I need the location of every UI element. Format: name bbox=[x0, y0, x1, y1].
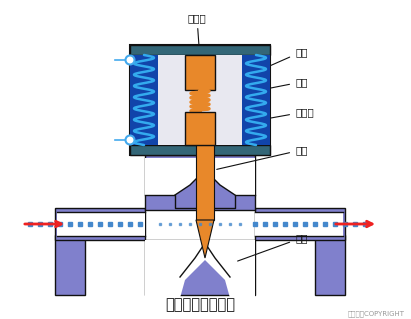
Polygon shape bbox=[130, 55, 158, 145]
Polygon shape bbox=[145, 240, 255, 298]
Polygon shape bbox=[242, 55, 270, 145]
Text: 直接控制式电磁阀: 直接控制式电磁阀 bbox=[165, 298, 235, 313]
Polygon shape bbox=[145, 155, 255, 210]
Text: 定铁心: 定铁心 bbox=[188, 13, 206, 57]
Polygon shape bbox=[130, 145, 270, 155]
Polygon shape bbox=[255, 208, 345, 240]
Polygon shape bbox=[145, 240, 255, 295]
Polygon shape bbox=[130, 45, 270, 155]
Polygon shape bbox=[196, 220, 214, 258]
Text: 东方仿真COPYRIGHT: 东方仿真COPYRIGHT bbox=[348, 311, 405, 317]
Text: 阀芯: 阀芯 bbox=[217, 145, 307, 169]
Text: 阀座: 阀座 bbox=[238, 233, 307, 261]
Polygon shape bbox=[196, 145, 214, 220]
Polygon shape bbox=[158, 55, 242, 145]
Polygon shape bbox=[185, 55, 215, 90]
Text: 动铁心: 动铁心 bbox=[218, 107, 314, 128]
Text: 弹簧: 弹簧 bbox=[259, 47, 307, 71]
Polygon shape bbox=[130, 45, 270, 55]
Polygon shape bbox=[315, 235, 345, 295]
Polygon shape bbox=[185, 112, 215, 145]
Circle shape bbox=[125, 136, 134, 145]
Polygon shape bbox=[55, 235, 85, 295]
Polygon shape bbox=[255, 212, 343, 236]
Polygon shape bbox=[145, 158, 255, 195]
Text: 线圈: 线圈 bbox=[213, 77, 307, 100]
Circle shape bbox=[125, 56, 134, 64]
Polygon shape bbox=[57, 212, 145, 236]
Polygon shape bbox=[55, 208, 145, 240]
